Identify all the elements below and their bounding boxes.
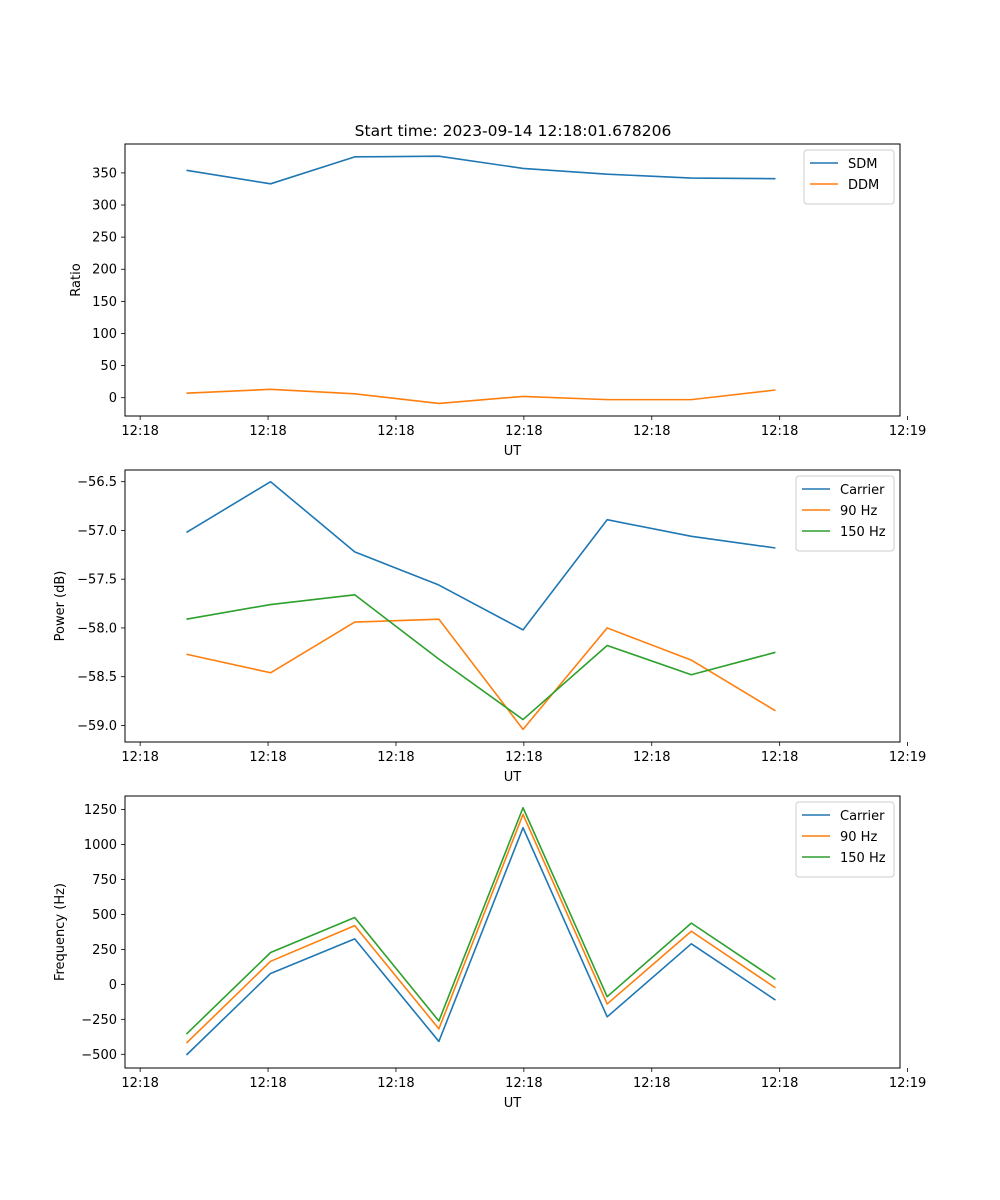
x-tick-label: 12:18 bbox=[761, 1076, 798, 1091]
y-tick-label: −57.5 bbox=[77, 573, 117, 588]
axes-frame bbox=[124, 143, 901, 417]
y-tick-label: 1250 bbox=[84, 803, 117, 818]
legend: SDM DDM bbox=[803, 149, 895, 205]
legend-label: 150 Hz bbox=[840, 851, 886, 866]
y-tick-label: 250 bbox=[92, 943, 117, 958]
x-tick-label: 12:18 bbox=[121, 424, 158, 439]
x-tick-label: 12:18 bbox=[249, 424, 286, 439]
x-tick-label: 12:18 bbox=[121, 750, 158, 765]
x-axis-label: UT bbox=[504, 770, 522, 785]
y-axis-label: Frequency (Hz) bbox=[53, 883, 68, 981]
series-line-ddm bbox=[186, 388, 776, 405]
y-axis-label: Power (dB) bbox=[53, 571, 68, 642]
x-tick-label: 12:18 bbox=[249, 1076, 286, 1091]
x-tick-label: 12:18 bbox=[505, 750, 542, 765]
series-line-90-hz bbox=[185, 813, 776, 1044]
y-tick-label: 150 bbox=[92, 295, 117, 310]
x-tick-label: 12:19 bbox=[889, 750, 926, 765]
chart-panel-1: 12:18 12:18 12:18 12:18 12:18 12:18 12:19 0 50 10… bbox=[69, 143, 926, 459]
series-line-carrier bbox=[185, 826, 776, 1056]
y-tick-label: 350 bbox=[92, 166, 117, 181]
x-tick-label: 12:19 bbox=[889, 1076, 926, 1091]
y-tick-label: −59.0 bbox=[77, 719, 117, 734]
axes-frame bbox=[124, 795, 901, 1069]
x-tick-label: 12:18 bbox=[377, 750, 414, 765]
legend: Carrier 90 Hz 150 Hz bbox=[795, 475, 895, 552]
y-tick-label: −500 bbox=[81, 1048, 117, 1063]
legend-label: 90 Hz bbox=[840, 504, 877, 519]
x-tick-label: 12:18 bbox=[633, 1076, 670, 1091]
legend-label: Carrier bbox=[840, 809, 885, 824]
x-tick-label: 12:18 bbox=[633, 424, 670, 439]
y-tick-label: 50 bbox=[100, 359, 117, 374]
legend-label: 150 Hz bbox=[840, 525, 886, 540]
legend-box bbox=[795, 801, 895, 878]
y-tick-label: −56.5 bbox=[77, 475, 117, 490]
y-tick-label: 500 bbox=[92, 908, 117, 923]
legend-label: 90 Hz bbox=[840, 830, 877, 845]
x-tick-label: 12:18 bbox=[761, 424, 798, 439]
x-axis-label: UT bbox=[504, 444, 522, 459]
legend: Carrier 90 Hz 150 Hz bbox=[795, 801, 895, 878]
y-tick-label: −250 bbox=[81, 1013, 117, 1028]
x-tick-label: 12:18 bbox=[505, 1076, 542, 1091]
series-line-sdm bbox=[186, 155, 776, 185]
y-tick-label: −58.5 bbox=[77, 670, 117, 685]
legend-label: SDM bbox=[848, 157, 877, 172]
x-tick-label: 12:18 bbox=[761, 750, 798, 765]
y-tick-label: 100 bbox=[92, 327, 117, 342]
x-tick-label: 12:18 bbox=[633, 750, 670, 765]
legend-label: Carrier bbox=[840, 483, 885, 498]
y-tick-label: −57.0 bbox=[77, 524, 117, 539]
y-tick-label: −58.0 bbox=[77, 621, 117, 636]
figure-title: Start time: 2023-09-14 12:18:01.678206 bbox=[355, 122, 672, 140]
x-tick-label: 12:18 bbox=[249, 750, 286, 765]
x-tick-label: 12:18 bbox=[377, 424, 414, 439]
series-line-150-hz bbox=[185, 806, 776, 1035]
legend-box bbox=[795, 475, 895, 552]
y-tick-label: 750 bbox=[92, 873, 117, 888]
y-tick-label: 250 bbox=[92, 231, 117, 246]
y-tick-label: 200 bbox=[92, 263, 117, 278]
chart-panel-3: 12:18 12:18 12:18 12:18 12:18 12:18 12:19 −500 −… bbox=[53, 795, 926, 1111]
y-tick-label: 300 bbox=[92, 199, 117, 214]
x-tick-label: 12:18 bbox=[121, 1076, 158, 1091]
x-tick-label: 12:18 bbox=[377, 1076, 414, 1091]
series-line-carrier bbox=[186, 480, 776, 631]
legend-label: DDM bbox=[848, 178, 879, 193]
x-tick-label: 12:19 bbox=[889, 424, 926, 439]
y-tick-label: 0 bbox=[109, 391, 117, 406]
axes-frame bbox=[124, 469, 901, 743]
y-axis-label: Ratio bbox=[69, 263, 84, 296]
series-line-90-hz bbox=[186, 618, 776, 731]
panels: 12:18 12:18 12:18 12:18 12:18 12:18 12:19 0 50 10… bbox=[53, 143, 926, 1111]
y-tick-label: 0 bbox=[109, 978, 117, 993]
y-tick-label: 1000 bbox=[84, 838, 117, 853]
chart-panel-2: 12:18 12:18 12:18 12:18 12:18 12:18 12:19 −56.5… bbox=[53, 469, 926, 785]
series-line-150-hz bbox=[186, 593, 776, 721]
x-tick-label: 12:18 bbox=[505, 424, 542, 439]
x-axis-label: UT bbox=[504, 1096, 522, 1111]
